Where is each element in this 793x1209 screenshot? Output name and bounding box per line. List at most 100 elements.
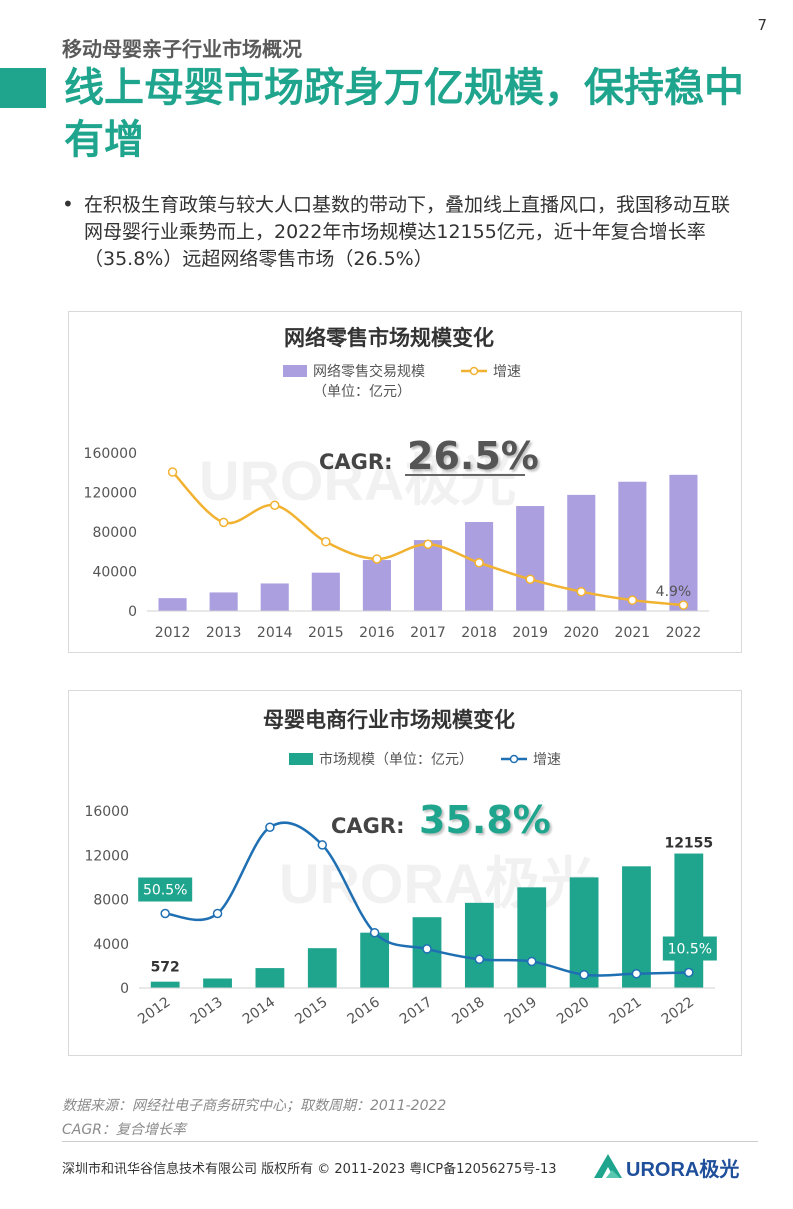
growth-label-2022: 10.5%: [668, 942, 712, 958]
x-tick-label: 2018: [461, 625, 497, 641]
legend-line-marker: [509, 754, 519, 764]
bar-2019: [517, 887, 547, 988]
growth-label-2022: 4.9%: [656, 584, 692, 600]
x-tick-label: 2015: [292, 994, 330, 1028]
growth-point-2022: [678, 600, 689, 610]
legend-bar-swatch: [289, 753, 313, 765]
growth-line: [165, 821, 689, 977]
growth-point-2017: [422, 944, 432, 954]
y-tick-label: 4000: [93, 937, 129, 953]
growth-point-2018: [474, 557, 484, 568]
x-tick-label: 2016: [359, 625, 395, 641]
bar-2012: [158, 598, 187, 611]
legend-bar-swatch: [283, 365, 307, 377]
bar-2022: [669, 474, 698, 611]
chart-title: 母婴电商行业市场规模变化: [263, 708, 515, 732]
x-tick-label: 2012: [135, 994, 173, 1028]
bar-2014: [255, 968, 285, 988]
x-tick-label: 2015: [308, 625, 344, 641]
bar-2021: [618, 481, 647, 611]
y-tick-label: 80000: [92, 525, 137, 541]
x-tick-label: 2017: [410, 625, 446, 641]
page-title: 线上母婴市场跻身万亿规模，保持稳中有增: [64, 65, 744, 163]
growth-point-2020: [576, 586, 587, 597]
bar-value-label-2022: 12155: [664, 836, 713, 852]
growth-point-2012: [167, 467, 178, 477]
bar-2019: [516, 506, 545, 611]
watermark-text: URORA极光: [199, 449, 516, 512]
cagr-value: 26.5%: [407, 434, 539, 478]
growth-point-2013: [218, 517, 229, 528]
x-tick-label: 2018: [449, 994, 487, 1028]
bar-value-label-2012: 572: [151, 960, 180, 976]
legend-bar-label: 市场规模（单位：亿元）: [319, 751, 473, 768]
growth-point-2017: [423, 539, 433, 549]
x-tick-label: 2021: [606, 994, 644, 1028]
growth-point-2018: [474, 954, 485, 964]
legend-line-label: 增速: [493, 364, 521, 380]
legend-line-label: 增速: [533, 752, 561, 768]
growth-callout-2012: [138, 877, 193, 902]
bar-2022: [674, 853, 704, 988]
x-tick-label: 2012: [155, 625, 191, 641]
summary-text: 在积极生育政策与较大人口基数的带动下，叠加线上直播风口，我国移动互联网母婴行业乘…: [84, 194, 731, 270]
x-tick-label: 2019: [512, 625, 548, 641]
section-title: 移动母婴亲子行业市场概况: [62, 37, 302, 61]
y-tick-label: 120000: [84, 486, 137, 502]
x-tick-label: 2014: [257, 625, 293, 641]
bar-2014: [260, 583, 289, 611]
aurora-mark-accent-icon: [606, 1170, 620, 1178]
title-accent-bar: [0, 68, 46, 108]
y-tick-label: 0: [120, 981, 129, 997]
x-tick-label: 2016: [345, 994, 383, 1028]
x-tick-label: 2020: [554, 994, 592, 1028]
x-tick-label: 2022: [666, 625, 702, 641]
cagr-label: CAGR:: [331, 814, 404, 838]
growth-label-2012: 50.5%: [143, 883, 187, 899]
growth-point-2016: [372, 554, 382, 564]
bar-2021: [622, 866, 651, 988]
growth-point-2019: [526, 956, 537, 967]
x-tick-label: 2020: [563, 625, 599, 641]
bar-2020: [569, 877, 599, 988]
growth-point-2021: [627, 595, 638, 605]
bullet-marker: •: [62, 192, 74, 216]
bar-2013: [203, 978, 232, 988]
x-tick-label: 2021: [615, 625, 651, 641]
copyright-text: 深圳市和讯华谷信息技术有限公司 版权所有 © 2011-2023 粤ICP备12…: [62, 1162, 557, 1177]
page-number: 7: [757, 16, 767, 34]
bar-2016: [360, 932, 390, 988]
aurora-logo: URORA极光: [594, 1154, 739, 1181]
growth-point-2015: [321, 537, 331, 547]
bar-2016: [362, 560, 391, 611]
growth-point-2012: [160, 908, 170, 919]
legend-line-marker: [469, 366, 479, 376]
x-tick-label: 2014: [240, 994, 278, 1028]
x-tick-label: 2013: [206, 625, 242, 641]
y-tick-label: 0: [128, 604, 137, 620]
y-tick-label: 16000: [84, 804, 129, 820]
bar-2015: [311, 572, 340, 611]
y-tick-label: 160000: [84, 446, 137, 462]
x-tick-label: 2017: [397, 994, 435, 1028]
cagr-value: 35.8%: [419, 798, 551, 842]
footer-divider: [62, 1141, 758, 1142]
growth-point-2013: [212, 908, 223, 919]
bar-2018: [464, 902, 494, 988]
source-line: 数据来源：网经社电子商务研究中心；取数周期：2011-2022: [62, 1098, 447, 1114]
cagr-label: CAGR:: [319, 450, 392, 474]
cagr-footnote: CAGR：复合增长率: [62, 1122, 186, 1138]
watermark-text: URORA极光: [279, 852, 596, 915]
legend-unit-note: （单位：亿元）: [313, 384, 411, 400]
chart-title: 网络零售市场规模变化: [284, 326, 494, 350]
growth-point-2014: [269, 500, 280, 510]
x-tick-label: 2022: [659, 994, 697, 1028]
growth-point-2019: [525, 574, 535, 584]
growth-callout-2022: [662, 936, 717, 961]
data-source: 数据来源：网经社电子商务研究中心；取数周期：2011-2022 CAGR：复合增…: [62, 1094, 446, 1142]
growth-point-2022: [684, 967, 694, 978]
legend-bar-label: 网络零售交易规模: [313, 363, 425, 380]
bar-2015: [307, 948, 337, 988]
maternal-ecommerce-chart: URORA极光 母婴电商行业市场规模变化 市场规模（单位：亿元） 增速 0 4000 800…: [68, 690, 742, 1056]
